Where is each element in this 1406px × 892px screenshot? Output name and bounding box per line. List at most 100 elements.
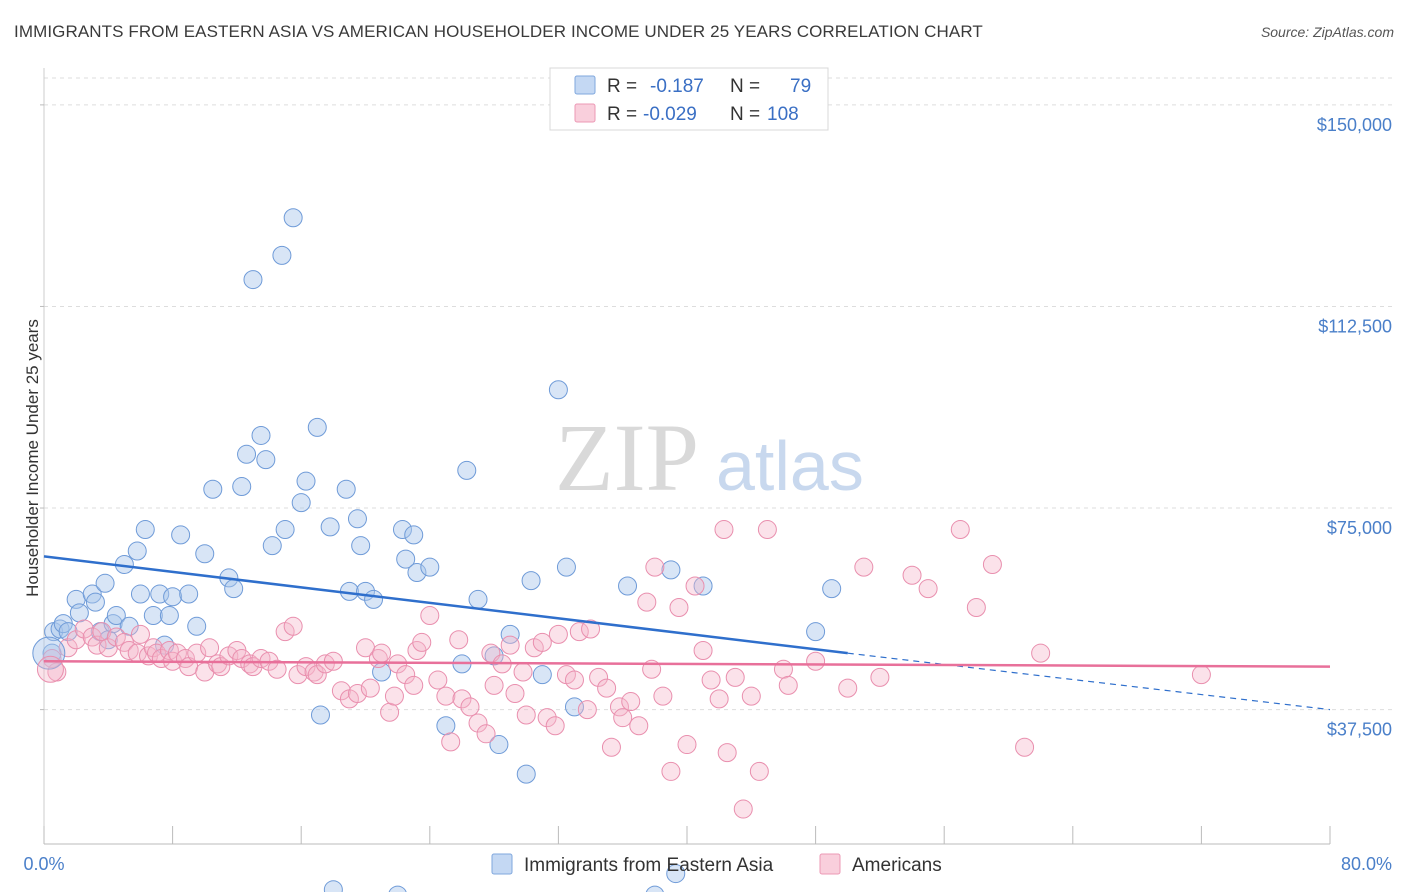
pink-point-51 (380, 702, 400, 722)
blue-point-59 (436, 716, 456, 736)
pink-point-113 (854, 557, 874, 577)
pink-point-97 (677, 735, 697, 755)
pink-point-62 (449, 630, 469, 650)
blue-point-48 (347, 509, 367, 529)
y-tick-label-2: $112,500 (1318, 316, 1392, 336)
blue-point-75 (666, 864, 686, 884)
blue-point-24 (171, 525, 191, 545)
pink-point-91 (637, 592, 657, 612)
pink-point-72 (513, 662, 533, 682)
pink-point-70 (500, 635, 520, 655)
pink-point-103 (717, 743, 737, 763)
pink-point-118 (966, 597, 986, 617)
pink-point-98 (685, 576, 705, 596)
blue-point-31 (232, 477, 252, 497)
pink-point-54 (396, 665, 416, 685)
pink-point-46 (347, 683, 367, 703)
pink-point-86 (601, 737, 621, 757)
pink-point-96 (669, 597, 689, 617)
pink-point-large (36, 655, 64, 683)
y-tick-labels: $37,500 $75,000 $112,500 $150,000 (1317, 115, 1392, 740)
blue-point-34 (251, 425, 271, 445)
pink-point-110 (778, 675, 798, 695)
pink-point-60 (436, 686, 456, 706)
pink-point-100 (701, 670, 721, 690)
blue-point-56 (404, 525, 424, 545)
blue-point-44 (320, 517, 340, 537)
blue-point-37 (272, 245, 292, 265)
pink-point-76 (537, 708, 557, 728)
pink-point-101 (709, 689, 729, 709)
legend-r-value-2: -0.029 (643, 104, 697, 125)
blue-point-2 (50, 619, 70, 639)
bottom-legend-label-1: Immigrants from Eastern Asia (524, 855, 774, 876)
axes (40, 68, 1331, 845)
pink-point-90 (629, 716, 649, 736)
blue-point-51 (364, 589, 384, 609)
bottom-legend-label-2: Americans (852, 855, 942, 876)
series-legend: Immigrants from Eastern Asia Americans (491, 853, 942, 876)
watermark-atlas: atlas (716, 427, 864, 505)
pink-point-48 (360, 678, 380, 698)
blue-point-33 (243, 270, 263, 290)
pink-point-71 (505, 683, 525, 703)
pink-point-114 (870, 667, 890, 687)
blue-point-46 (336, 479, 356, 499)
blue-point-26 (187, 616, 207, 636)
pink-point-13 (130, 624, 150, 644)
y-tick-label-1: $75,000 (1327, 518, 1392, 538)
blue-point-8 (85, 592, 105, 612)
blue-point-65 (500, 624, 520, 644)
pink-point-35 (267, 659, 287, 679)
pink-point-80 (564, 670, 584, 690)
legend-n-value-1: 79 (790, 76, 811, 97)
chart-title: IMMIGRANTS FROM EASTERN ASIA VS AMERICAN… (14, 22, 983, 41)
blue-point-25 (179, 584, 199, 604)
pink-point-88 (613, 708, 633, 728)
blue-point-30 (224, 579, 244, 599)
pink-point-93 (645, 557, 665, 577)
pink-point-7 (92, 622, 112, 642)
pink-point-94 (653, 686, 673, 706)
pink-point-37 (283, 616, 303, 636)
blue-point-39 (283, 208, 303, 228)
pink-point-117 (950, 520, 970, 540)
legend-r-label-2: R = (607, 104, 637, 125)
blue-point-73 (645, 885, 664, 892)
pink-point-122 (1191, 665, 1211, 685)
blue-point-4 (58, 622, 78, 642)
pink-point-78 (548, 624, 568, 644)
pink-point-58 (420, 606, 440, 626)
pink-point-95 (661, 761, 681, 781)
blue-point-32 (237, 444, 257, 464)
pink-point-15 (143, 638, 163, 658)
pink-point-3 (66, 630, 86, 650)
blue-point-68 (532, 665, 552, 685)
pink-point-85 (597, 678, 617, 698)
pink-point-55 (404, 675, 424, 695)
pink-point-105 (733, 799, 753, 819)
blue-point-61 (457, 460, 477, 480)
blue-point-13 (106, 606, 126, 626)
pink-point-61 (441, 732, 461, 752)
blue-point-22 (159, 606, 179, 626)
y-axis-label: Householder Income Under 25 years (23, 319, 42, 597)
pink-point-89 (621, 692, 641, 712)
pink-point-119 (982, 554, 1002, 574)
blue-point-55 (396, 549, 416, 569)
blue-point-38 (275, 520, 295, 540)
blue-point-69 (548, 380, 568, 400)
pink-point-81 (569, 622, 589, 642)
x-tick-labels: 0.0% 80.0% (23, 854, 1392, 874)
pink-point-77 (545, 716, 565, 736)
pink-point-99 (693, 640, 713, 660)
pink-point-18 (159, 640, 179, 660)
pink-point-26 (208, 654, 228, 674)
pink-point-57 (412, 632, 432, 652)
chart-source: Source: ZipAtlas.com (1260, 24, 1394, 40)
blue-point-72 (618, 576, 638, 596)
legend-n-label-1: N = (730, 76, 760, 97)
blue-point-35 (256, 450, 276, 470)
blue-point-77 (806, 622, 826, 642)
x-tick-label-0: 0.0% (23, 854, 64, 874)
